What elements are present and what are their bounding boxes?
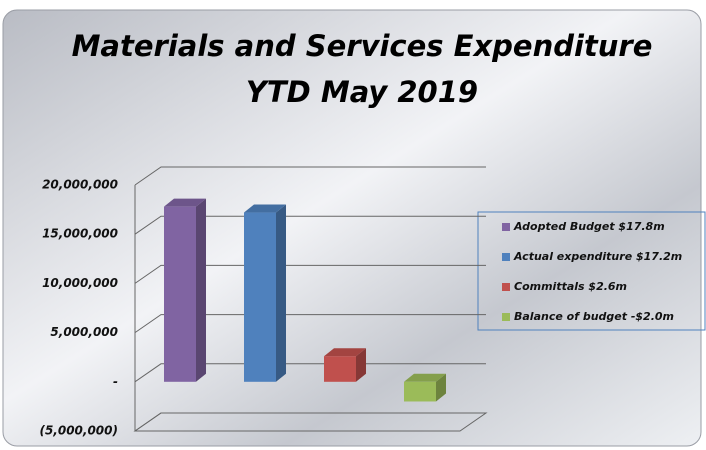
bar-side <box>196 198 206 382</box>
y-tick-label: 10,000,000 <box>42 276 118 290</box>
legend-swatch <box>502 313 510 321</box>
bar <box>324 356 356 382</box>
y-tick-label: - <box>113 374 118 388</box>
bar-top <box>244 204 286 213</box>
bar <box>244 212 276 382</box>
chart-title: Materials and Services Expenditure <box>72 29 653 63</box>
grid-line <box>134 264 486 284</box>
grid-line <box>134 314 486 334</box>
legend-label: Committals $2.6m <box>514 280 627 293</box>
y-tick-label: (5,000,000) <box>39 424 118 438</box>
y-tick-label: 5,000,000 <box>50 325 118 339</box>
grid-line <box>134 215 486 235</box>
grid-line <box>134 363 486 383</box>
legend-swatch <box>502 253 510 261</box>
floor <box>133 412 488 432</box>
legend-label: Actual expenditure $17.2m <box>513 250 682 263</box>
bar-side <box>436 373 446 402</box>
bar <box>164 206 196 382</box>
bar-top <box>404 373 446 382</box>
legend-label: Adopted Budget $17.8m <box>513 220 665 233</box>
bar-side <box>276 204 286 382</box>
legend-label: Balance of budget -$2.0m <box>514 310 674 323</box>
y-tick-label: 20,000,000 <box>42 178 118 192</box>
legend-box <box>477 211 706 331</box>
bar-side <box>356 348 366 382</box>
bar-top <box>164 198 206 207</box>
bar <box>404 381 436 402</box>
y-tick-label: 15,000,000 <box>42 227 118 241</box>
grid-line <box>134 166 486 186</box>
legend-swatch <box>502 283 510 291</box>
bar-top <box>324 348 366 357</box>
chart-title: YTD May 2019 <box>246 75 478 109</box>
legend-swatch <box>502 223 510 231</box>
